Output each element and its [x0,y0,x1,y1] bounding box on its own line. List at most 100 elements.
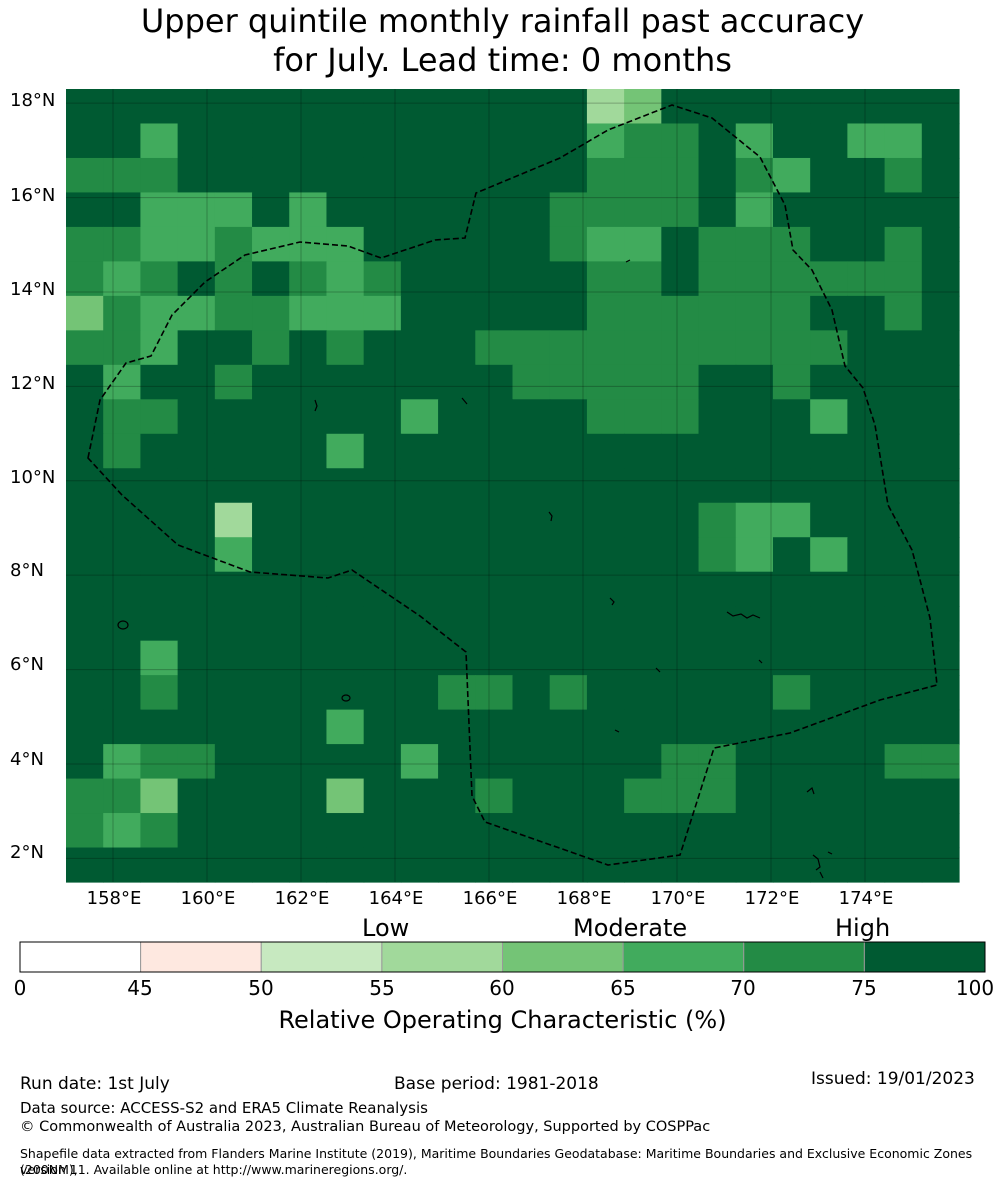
grid-cell [252,330,290,366]
grid-cell [103,847,142,883]
grid-cell [735,261,774,297]
grid-cell [586,330,625,366]
grid-cell [103,813,142,849]
grid-cell [103,778,142,814]
grid-cell [772,537,811,573]
grid-cell [177,675,216,711]
grid-cell [438,226,476,262]
grid-cell [289,261,328,297]
grid-cell [921,364,960,400]
grid-cell [847,571,886,607]
grid-cell [549,399,588,435]
grid-cell [326,399,365,435]
grid-cell [549,330,588,366]
grid-cell [103,468,142,504]
grid-cell [735,640,774,676]
grid-cell [921,537,960,573]
grid-cell [549,261,588,297]
colorbar [19,941,986,973]
grid-cell [810,813,848,849]
grid-cell [624,640,662,676]
grid-cell [921,261,960,297]
grid-cell [661,640,700,676]
grid-cell [363,744,402,780]
grid-cell [661,226,700,262]
grid-cell [661,89,700,125]
colorbar-tick: 75 [851,976,877,1000]
lat-tick-label: 2°N [10,842,44,863]
grid-cell [103,606,142,642]
grid-cell [400,606,439,642]
grid-cell [884,675,923,711]
grid-cell [847,502,886,538]
grid-cell [586,399,625,435]
grid-cell [772,640,811,676]
grid-cell [847,709,886,745]
grid-cell [549,192,588,228]
grid-cell [214,226,253,262]
grid-cell [475,744,514,780]
grid-cell [326,295,365,331]
lon-tick-label: 170°E [650,888,706,909]
grid-cell [549,640,588,676]
grid-cell [140,226,179,262]
grid-cell [400,778,439,814]
grid-cell [810,571,848,607]
grid-cell [549,226,588,262]
grid-cell [884,640,923,676]
eez-boundary [87,104,938,866]
grid-cell [549,295,588,331]
grid-cell [289,330,328,366]
grid-cell [512,502,551,538]
grid-cell [214,192,253,228]
grid-cell [252,364,290,400]
lon-tick-label: 164°E [368,888,424,909]
grid-cell [252,537,290,573]
grid-cell [475,157,514,194]
grid-cell [921,123,960,159]
grid-cell [735,157,774,194]
grid-cell [921,330,960,366]
colorbar-segment [381,941,504,973]
grid-cell [363,330,402,366]
colorbar-tick: 70 [730,976,756,1000]
colorbar-segment [622,941,745,973]
grid-cell [698,571,737,607]
grid-cell [140,261,179,297]
grid-cell [363,399,402,435]
grid-cell [772,123,811,159]
grid-cell [66,640,104,676]
grid-cell [400,157,439,194]
grid-cell [475,709,514,745]
lat-tick-label: 12°N [10,373,56,394]
grid-cell [214,813,253,849]
grid-cell [177,502,216,538]
grid-cell [475,640,514,676]
grid-cell [66,468,104,504]
grid-cell [214,571,253,607]
grid-cell [884,226,923,262]
grid-cell [735,606,774,642]
lon-tick-label: 174°E [838,888,894,909]
category-high: High [835,914,891,942]
grid-cell [177,640,216,676]
grid-cell [772,295,811,331]
grid-cell [140,157,179,194]
grid-cell [661,157,700,194]
grid-cell [438,157,476,194]
grid-cell [177,295,216,331]
grid-cell [921,468,960,504]
grid-cell [661,606,700,642]
shapefile-credit-line-2: version 11. Available online at http://w… [20,1162,408,1177]
grid-cell [326,123,365,159]
grid-cell [810,675,848,711]
graticule-lines [66,89,959,882]
grid-cell [177,606,216,642]
grid-cell [735,192,774,228]
grid-cell [438,571,476,607]
grid-cell [772,744,811,780]
grid-cell [624,157,662,194]
grid-cell [661,399,700,435]
grid-cell [586,640,625,676]
grid-cell [438,813,476,849]
